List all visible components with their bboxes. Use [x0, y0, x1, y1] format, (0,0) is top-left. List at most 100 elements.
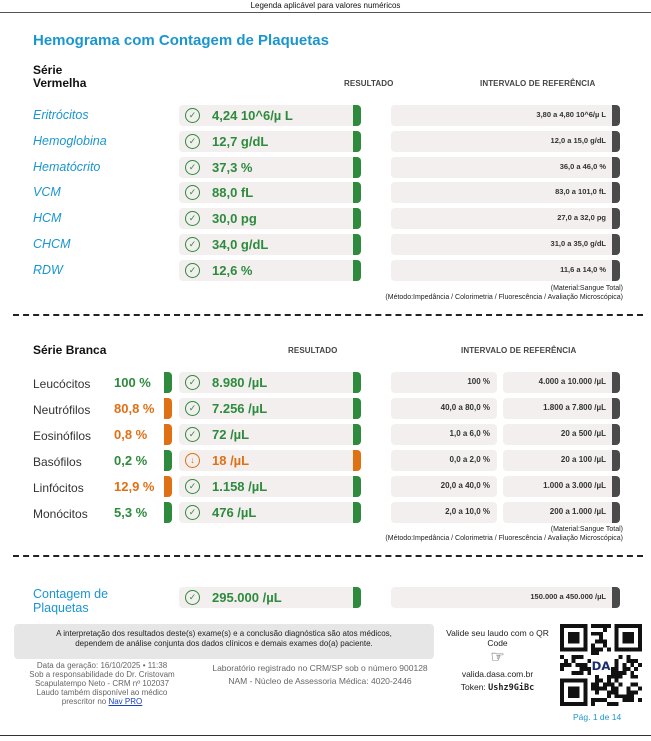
legend-text: Legenda aplicável para valores numéricos	[250, 1, 401, 10]
disclaimer-box: A interpretação dos resultados deste(s) …	[14, 624, 434, 659]
percent-value: 80,8 %	[114, 400, 155, 416]
status-bar	[164, 372, 172, 393]
prescriber-line: prescritor no Nav PRO	[12, 697, 192, 706]
reference-percent: 20,0 a 40,0 %	[440, 480, 490, 490]
result-cell: ✓ 8.980 /µL	[179, 372, 361, 393]
serie-branca-title: Série Branca	[33, 343, 107, 357]
analyte-label: VCM	[33, 185, 61, 200]
result-value: 8.980 /µL	[212, 375, 268, 390]
result-value: 18 /µL	[212, 452, 250, 468]
plaquetas-label-line2: Plaquetas	[33, 601, 89, 615]
material-note: (Material:Sangue Total)	[550, 285, 623, 292]
result-value: 12,6 %	[212, 262, 253, 278]
reference-percent: 2,0 a 10,0 %	[445, 506, 490, 516]
lab-registration: Laboratório registrado no CRM/SP sob o n…	[212, 663, 428, 673]
percent-cell: 12,9 %	[106, 475, 172, 497]
reference-bar	[612, 259, 620, 281]
page-number: Pág. 1 de 14	[573, 712, 622, 722]
qr-code[interactable]: DA	[560, 624, 642, 706]
reference-percent: 40,0 a 80,0 %	[440, 402, 490, 412]
reference-bar	[612, 208, 620, 230]
reference-absolute: 200 a 1.000 /µL	[549, 506, 606, 516]
validate-text: Valide seu laudo com o QR	[446, 628, 549, 638]
result-value: 37,3 %	[212, 159, 253, 175]
percent-cell: 0,8 %	[106, 423, 172, 445]
reference-value: 36,0 a 46,0 %	[559, 161, 606, 171]
bottom-rule	[0, 735, 651, 736]
plaquetas-label-line1: Contagem de	[33, 587, 109, 601]
result-cell: ✓ 7.256 /µL	[179, 397, 361, 419]
reference-value: 12,0 a 15,0 g/dL	[550, 135, 606, 145]
reference-bar	[612, 156, 620, 178]
check-circle-icon: ✓	[185, 478, 200, 494]
result-cell: ✓ 30,0 pg	[179, 208, 361, 230]
result-value: 34,0 g/dL	[212, 237, 269, 252]
result-cell: ✓ 12,7 g/dL	[179, 130, 361, 152]
status-bar	[353, 397, 361, 419]
analyte-label: Neutrófilos	[33, 402, 91, 417]
percent-cell: 80,8 %	[106, 397, 172, 419]
result-value: 72 /µL	[212, 426, 250, 442]
analyte-label: Leucócitos	[33, 377, 91, 391]
check-circle-icon: ✓	[185, 262, 200, 278]
percent-value: 0,2 %	[114, 452, 148, 468]
analyte-label: HCM	[33, 211, 62, 226]
result-cell: ✓ 4,24 10^6/µ L	[179, 105, 361, 126]
status-bar	[353, 234, 361, 255]
analyte-label: Eosinófilos	[33, 428, 92, 443]
status-bar	[353, 259, 361, 281]
reference-absolute: 1.000 a 3.000 /µL	[543, 480, 606, 490]
analyte-label: Eritrócitos	[33, 108, 89, 122]
reference-percent-cell: 40,0 a 80,0 %	[391, 397, 497, 419]
validate-text: Code	[487, 638, 508, 648]
check-circle-icon: ✓	[185, 375, 200, 390]
reference-percent-cell: 2,0 a 10,0 %	[391, 501, 497, 523]
reference-value: 27,0 a 32,0 pg	[557, 213, 606, 223]
validate-block: Valide seu laudo com o QR Code ☞ valida.…	[440, 628, 555, 693]
status-bar	[353, 501, 361, 523]
check-circle-icon: ✓	[185, 237, 200, 252]
status-bar	[353, 449, 361, 471]
reference-percent-cell: 100 %	[391, 372, 497, 393]
generation-info: Data da geração: 16/10/2025 • 11:38 Sob …	[12, 661, 192, 706]
result-cell: ✓ 1.158 /µL	[179, 475, 361, 497]
check-circle-icon: ✓	[185, 590, 200, 605]
reference-absolute-cell: 200 a 1.000 /µL	[503, 501, 620, 523]
legend-strip: Legenda aplicável para valores numéricos	[0, 0, 651, 13]
exam-title: Hemograma com Contagem de Plaquetas	[33, 32, 329, 49]
status-bar	[353, 105, 361, 126]
result-cell: ✓ 37,3 %	[179, 156, 361, 178]
validate-url[interactable]: valida.dasa.com.br	[461, 669, 534, 679]
percent-value: 5,3 %	[114, 504, 148, 520]
section-divider	[13, 314, 643, 316]
analyte-label: Basófilos	[33, 454, 82, 469]
percent-cell: 100 %	[106, 372, 172, 393]
status-bar	[353, 156, 361, 178]
reference-absolute: 20 a 100 /µL	[560, 454, 606, 464]
check-circle-icon: ✓	[185, 185, 200, 201]
percent-value: 0,8 %	[114, 426, 148, 442]
result-value: 7.256 /µL	[212, 400, 268, 416]
arrow-down-circle-icon: ↓	[185, 452, 200, 468]
reference-bar	[612, 397, 620, 419]
result-cell: ✓ 34,0 g/dL	[179, 234, 361, 255]
percent-value: 100 %	[114, 375, 151, 390]
status-bar	[353, 130, 361, 152]
reference-cell: 31,0 a 35,0 g/dL	[391, 234, 620, 255]
reference-value: 3,80 a 4,80 10^6/µ L	[536, 110, 606, 119]
reference-cell: 36,0 a 46,0 %	[391, 156, 620, 178]
plaquetas-result: ✓ 295.000 /µL	[179, 587, 361, 608]
serie-vermelha-title-line1: Série	[33, 63, 63, 77]
analyte-label: Linfócitos	[33, 480, 84, 495]
token-value: Ushz9GiBc	[488, 683, 535, 693]
result-value: 476 /µL	[212, 504, 257, 520]
reference-percent: 0,0 a 2,0 %	[449, 454, 490, 464]
reference-cell: 12,0 a 15,0 g/dL	[391, 130, 620, 152]
check-circle-icon: ✓	[185, 108, 200, 123]
percent-value: 12,9 %	[114, 478, 155, 494]
analyte-label: RDW	[33, 262, 63, 277]
generation-date: Data da geração: 16/10/2025 • 11:38	[36, 661, 168, 670]
nav-pro-link[interactable]: Nav PRO	[108, 697, 143, 706]
reference-absolute-cell: 1.800 a 7.800 /µL	[503, 397, 620, 419]
pointing-hand-icon: ☞	[490, 649, 505, 666]
